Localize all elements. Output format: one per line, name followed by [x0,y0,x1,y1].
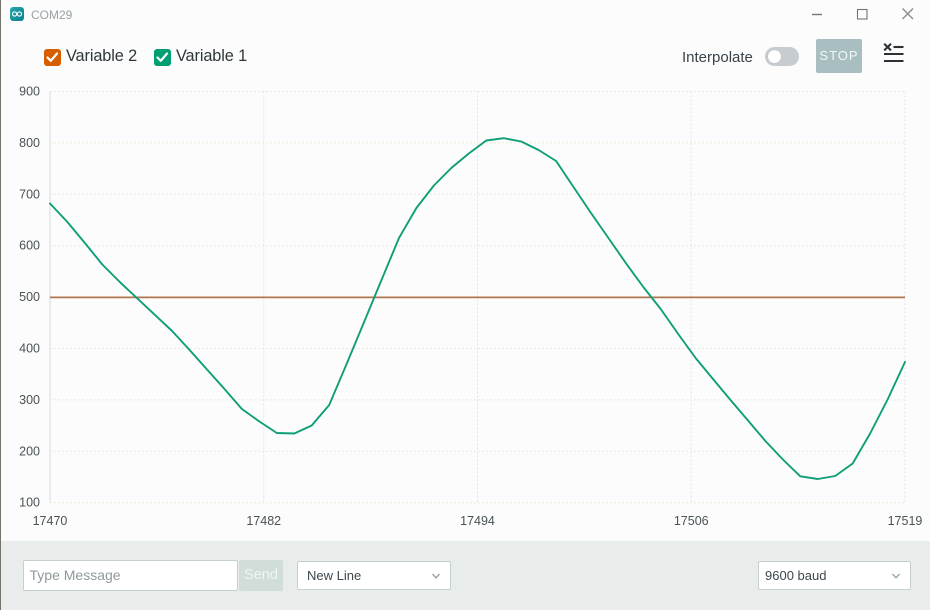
svg-text:800: 800 [19,136,40,150]
svg-text:300: 300 [19,393,40,407]
svg-text:17519: 17519 [888,514,923,528]
svg-text:17482: 17482 [246,514,281,528]
svg-text:600: 600 [19,239,40,253]
svg-text:17494: 17494 [460,514,495,528]
svg-text:400: 400 [19,342,40,356]
svg-text:200: 200 [19,444,40,458]
svg-text:17470: 17470 [33,514,68,528]
svg-text:100: 100 [19,496,40,510]
svg-text:700: 700 [19,187,40,201]
svg-text:500: 500 [19,290,40,304]
svg-text:900: 900 [19,85,40,99]
svg-text:17506: 17506 [674,514,709,528]
